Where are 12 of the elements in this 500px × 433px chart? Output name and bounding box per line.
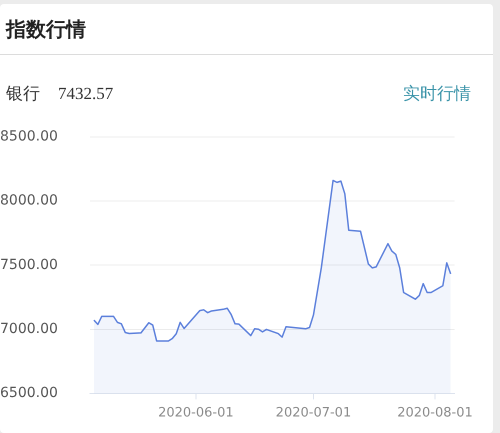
y-tick-label: 7500.00	[0, 256, 58, 273]
x-tick-label: 2020-07-01	[276, 406, 352, 421]
text: 实时行情	[403, 83, 471, 105]
chart-subtitle: 银行	[6, 84, 40, 103]
y-tick-label: 8000.00	[0, 192, 58, 209]
x-tick-label: 2020-06-01	[158, 406, 234, 421]
y-tick-label: 6500.00	[0, 385, 58, 402]
x-tick-label: 2020-08-01	[397, 406, 473, 421]
y-tick-label: 7000.00	[0, 320, 58, 337]
text: 7432.57	[58, 84, 114, 103]
chart-title: 指数行情	[0, 4, 493, 55]
y-tick-label: 8500.00	[0, 128, 58, 145]
